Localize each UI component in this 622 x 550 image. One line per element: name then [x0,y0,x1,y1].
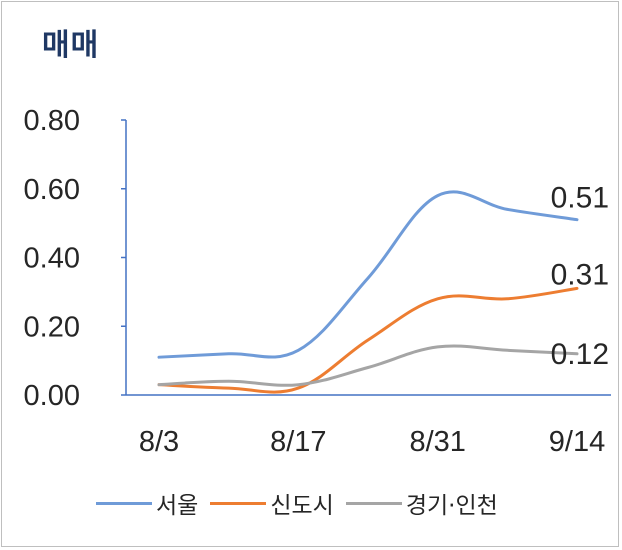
tick-labels: 0.00 0.20 0.40 0.60 0.80 8/3 8/17 8/31 9/14 [24,105,606,458]
x-tick-label: 8/17 [270,426,326,458]
data-labels: 0.51 0.31 0.12 [551,182,609,371]
legend-swatch-new-town [210,501,267,505]
series-line-gyeonggi-incheon [157,344,579,387]
x-tick-label: 8/31 [409,426,465,458]
data-label-seoul: 0.51 [551,182,609,215]
legend-label-gyeonggi-incheon: 경기·인천 [405,493,498,519]
y-tick-label: 0.40 [24,243,80,275]
legend-item-seoul: 서울 [96,486,198,520]
y-tick-label: 0.80 [24,105,80,137]
x-tick-label: 8/3 [139,426,179,458]
legend-label-seoul: 서울 [156,493,199,519]
legend-swatch-seoul [96,501,152,505]
series-line-new-town [157,286,579,394]
x-tick-label: 9/14 [549,426,605,458]
data-label-new-town: 0.31 [551,258,609,291]
legend-swatch-gyeonggi-incheon [345,501,402,505]
legend-label-new-town: 신도시 [270,493,334,519]
y-tick-label: 0.60 [24,174,80,206]
y-tick-label: 0.00 [24,380,80,412]
chart-title: 매매 [42,28,100,63]
legend-item-new-town: 신도시 [210,486,334,520]
series-line-seoul [157,190,579,359]
legend-item-gyeonggi-incheon: 경기·인천 [345,486,498,520]
data-label-gyeonggi-incheon: 0.12 [551,338,609,371]
series-lines [157,190,579,394]
y-tick-label: 0.20 [24,311,80,343]
legend: 서울 신도시 경기·인천 [96,486,510,520]
